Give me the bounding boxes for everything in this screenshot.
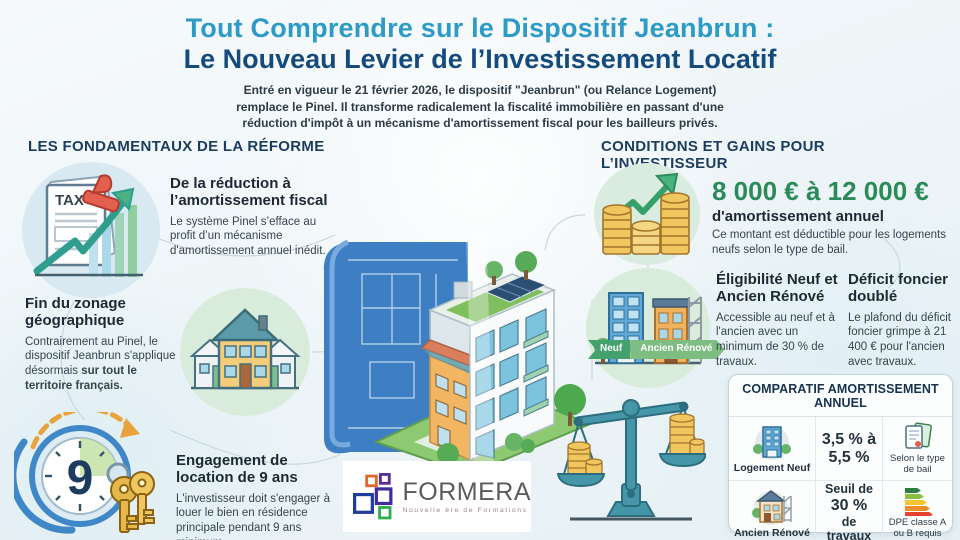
balance-scale-icon: [556, 388, 706, 524]
cell-logement-neuf: Logement Neuf: [729, 417, 816, 481]
keys-icon: [106, 462, 155, 533]
note-text: Selon le type de bail: [890, 452, 945, 475]
new-and-old-buildings-icon: [586, 268, 710, 388]
logo-name: FORMERA: [402, 477, 531, 506]
eligibility-ribbon: Neuf Ancien Rénové: [588, 340, 724, 359]
tax-document-growth-icon: TAX: [22, 162, 160, 298]
coin-stacks-growth-icon: [594, 163, 700, 265]
amount-value: 8 000 € à 12 000 €: [712, 176, 929, 206]
formera-logo: FORMERA Nouvelle ère de Formations: [343, 461, 531, 532]
comparison-heading: COMPARATIF AMORTISSEMENT ANNUEL: [729, 375, 952, 417]
formera-logo-icon: [353, 472, 393, 519]
item-title: Déficit foncier doublé: [848, 271, 949, 306]
row-label: Logement Neuf: [733, 462, 811, 474]
main-title-line1: Tout Comprendre sur le Dispositif Jeanbr…: [185, 13, 775, 43]
deficit-item: Déficit foncier doublé Le plafond du déf…: [848, 271, 958, 370]
dpe-energy-label-icon: [904, 488, 933, 517]
building-blueprint-illustration: [318, 142, 594, 474]
amount-body: Ce montant est déductible pour les logem…: [712, 229, 946, 256]
left-section-heading: LES FONDAMENTAUX DE LA RÉFORME: [28, 138, 325, 155]
cell-dpe-note: DPE classe A ou B requis: [883, 481, 952, 540]
item-title: Engagement de location de 9 ans: [176, 452, 298, 487]
item-body: Accessible au neuf et à l'ancien avec un…: [716, 311, 835, 369]
note-text: DPE classe A ou B requis: [888, 517, 947, 539]
threshold-value: Seuil de 30 % de travaux: [825, 482, 873, 540]
item-body: Le plafond du déficit foncier grimpe à 2…: [848, 311, 951, 369]
row-label: Ancien Rénové: [734, 526, 810, 539]
apartment-building-icon: [753, 426, 791, 460]
cell-seuil-travaux: Seuil de 30 % de travaux: [816, 481, 883, 540]
item-title: Fin du zonage géographique: [25, 295, 126, 330]
main-title-line2: Le Nouveau Levier de l’Investissement Lo…: [183, 44, 777, 74]
renovated-house-icon: [752, 489, 792, 525]
rate-value: 3,5 % à 5,5 %: [821, 430, 877, 466]
reform-item-3: Engagement de location de 9 ans L'invest…: [176, 452, 338, 540]
intro-paragraph: Entré en vigueur le 21 février 2026, le …: [236, 83, 724, 131]
cell-ancien-renove: Ancien Rénové: [729, 481, 816, 540]
item-body: Contrairement au Pinel, le dispositif Je…: [25, 335, 176, 393]
ribbon-ancien-label: Ancien Rénové: [630, 340, 724, 359]
comparison-table: COMPARATIF AMORTISSEMENT ANNUEL Logement…: [728, 374, 953, 540]
ribbon-neuf-label: Neuf: [588, 340, 631, 359]
logo-tagline: Nouvelle ère de Formations: [402, 506, 528, 514]
item-title: Éligibilité Neuf et Ancien Rénové: [716, 271, 838, 306]
cell-bail-note: Selon le type de bail: [883, 417, 952, 481]
item-body: L'investisseur doit s'engager à louer le…: [176, 492, 330, 540]
houses-icon: [180, 288, 310, 416]
svg-text:9: 9: [67, 452, 94, 505]
amount-item: 8 000 € à 12 000 € d'amortissement annue…: [712, 176, 957, 258]
reform-item-2: Fin du zonage géographique Contrairement…: [25, 295, 183, 394]
reform-item-1: De la réduction à l’amortissement fiscal…: [170, 175, 338, 259]
red-stamp-icon: [82, 174, 120, 213]
clock-keys-icon: 9: [14, 412, 166, 538]
cell-rate-neuf: 3,5 % à 5,5 %: [816, 417, 883, 481]
amount-subtitle: d'amortissement annuel: [712, 208, 884, 225]
svg-text:TAX: TAX: [55, 192, 84, 209]
item-body: Le système Pinel s’efface au profit d’un…: [170, 215, 326, 258]
lease-document-icon: [904, 422, 932, 449]
item-title: De la réduction à l’amortissement fiscal: [170, 175, 328, 210]
eligibility-item: Éligibilité Neuf et Ancien Rénové Access…: [716, 271, 838, 370]
